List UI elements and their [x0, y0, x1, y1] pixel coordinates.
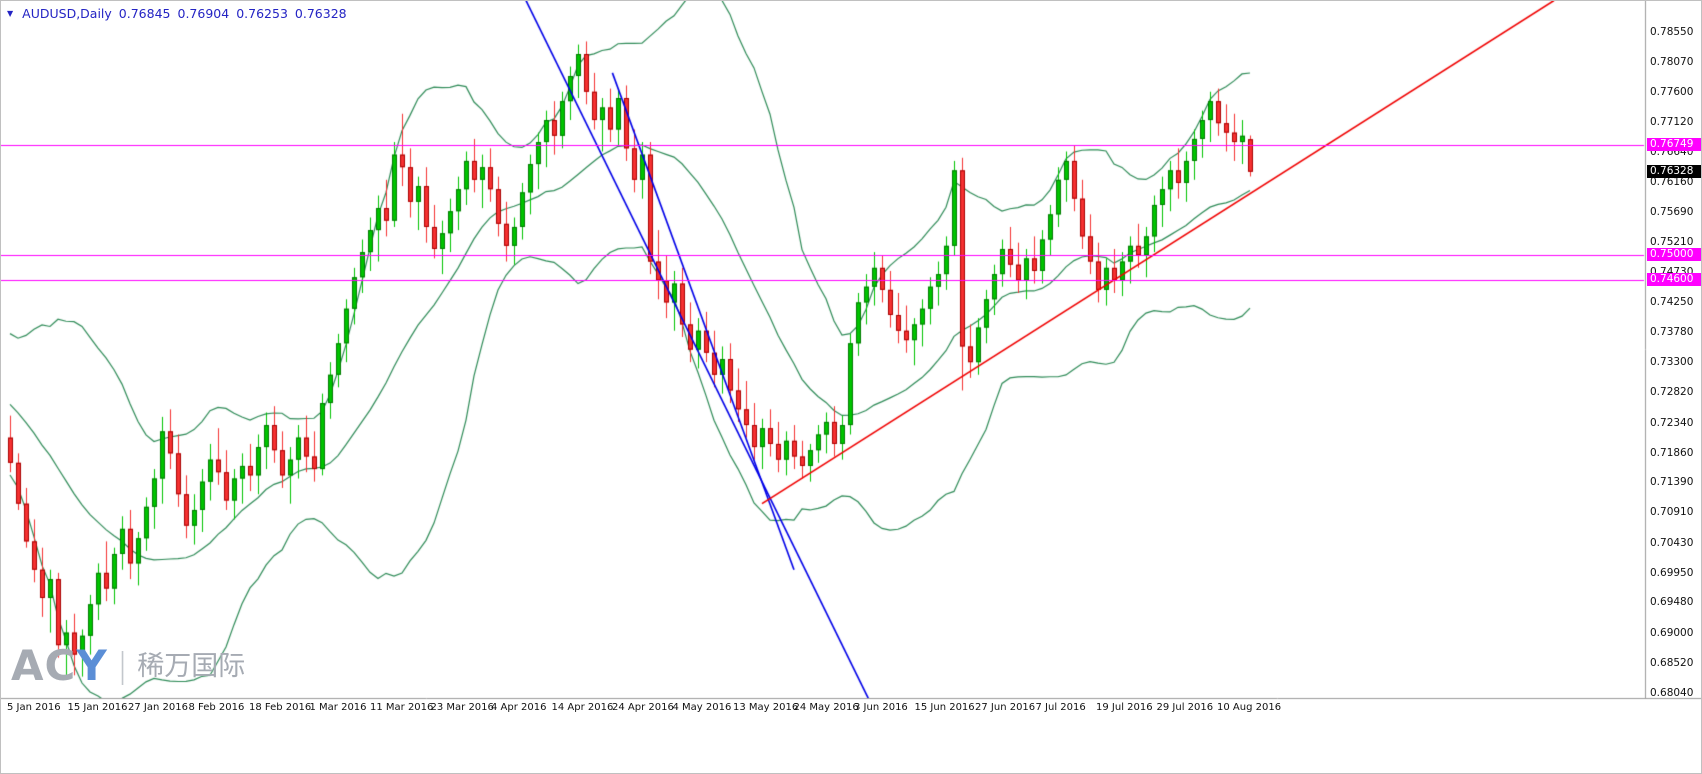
price-level-badge: 0.76749 [1647, 138, 1701, 152]
quote-close: 0.76328 [294, 6, 347, 21]
watermark-separator: | [116, 646, 129, 686]
price-axis-label: 0.72820 [1650, 386, 1694, 399]
price-axis-label: 0.78070 [1650, 56, 1694, 69]
price-axis-label: 0.74250 [1650, 296, 1694, 309]
date-axis-label: 13 May 2016 [733, 702, 799, 713]
quote-high: 0.76904 [177, 6, 230, 21]
chart-header: ▼ AUDUSD,Daily 0.76845 0.76904 0.76253 0… [7, 6, 347, 21]
price-axis-label: 0.70910 [1650, 506, 1694, 519]
quote-open: 0.76845 [118, 6, 171, 21]
date-axis-label: 27 Jan 2016 [128, 702, 188, 713]
date-axis-label: 29 Jul 2016 [1156, 702, 1214, 713]
date-axis-label: 10 Aug 2016 [1217, 702, 1282, 713]
date-axis-label: 4 Apr 2016 [491, 702, 547, 713]
current-price-badge: 0.76328 [1647, 164, 1701, 178]
price-axis-label: 0.72340 [1650, 416, 1694, 429]
watermark-cn-text: 稀万国际 [137, 650, 246, 682]
broker-watermark: ACY | 稀万国际 [11, 645, 245, 687]
date-axis-label: 27 Jun 2016 [975, 702, 1036, 713]
symbol-dropdown-icon[interactable]: ▼ [7, 9, 14, 18]
price-level-badge: 0.75000 [1647, 248, 1701, 262]
date-axis-label: 24 May 2016 [793, 702, 859, 713]
price-axis-label: 0.77120 [1650, 115, 1694, 128]
date-axis-label: 11 Mar 2016 [370, 702, 434, 713]
price-axis-label: 0.73300 [1650, 356, 1694, 369]
time-axis[interactable]: 5 Jan 2016 15 Jan 2016 27 Jan 2016 8 Feb 20… [1, 701, 1701, 717]
price-axis-label: 0.68520 [1650, 656, 1694, 669]
date-axis-label: 23 Mar 2016 [430, 702, 494, 713]
price-axis-label: 0.76160 [1650, 176, 1694, 189]
price-axis-label: 0.69950 [1650, 566, 1694, 579]
price-axis-label: 0.69480 [1650, 596, 1694, 609]
date-axis-label: 15 Jan 2016 [67, 702, 128, 713]
date-axis-label: 1 Mar 2016 [309, 702, 367, 713]
date-axis-label: 15 Jun 2016 [914, 702, 975, 713]
price-axis-label: 0.78550 [1650, 26, 1694, 38]
price-axis-label: 0.69000 [1650, 626, 1694, 639]
price-axis-label: 0.75690 [1650, 205, 1694, 218]
date-axis-label: 7 Jul 2016 [1035, 702, 1086, 713]
price-axis-label: 0.77600 [1650, 85, 1694, 98]
symbol-timeframe-label: AUDUSD,Daily [22, 6, 112, 21]
price-axis-label: 0.73780 [1650, 325, 1694, 338]
date-axis-label: 5 Jan 2016 [7, 702, 61, 713]
price-axis-label: 0.68040 [1650, 686, 1694, 699]
price-axis[interactable]: 0.78550 0.78070 0.77600 0.77120 0.76640 0.761… [1646, 1, 1701, 699]
date-axis-label: 18 Feb 2016 [249, 702, 312, 713]
date-axis-label: 14 Apr 2016 [551, 702, 614, 713]
price-axis-label: 0.70430 [1650, 536, 1694, 549]
price-axis-label: 0.71390 [1650, 476, 1694, 489]
date-axis-label: 24 Apr 2016 [612, 702, 674, 713]
date-axis-label: 8 Feb 2016 [188, 702, 245, 713]
date-axis-label: 19 Jul 2016 [1096, 702, 1153, 713]
quote-low: 0.76253 [236, 6, 288, 21]
date-axis-label: 3 Jun 2016 [854, 702, 908, 713]
price-level-badge: 0.74600 [1647, 273, 1701, 287]
price-axis-label: 0.75210 [1650, 236, 1694, 249]
watermark-brand: ACY [11, 641, 108, 690]
price-axis-label: 0.71860 [1650, 446, 1694, 459]
date-axis-label: 4 May 2016 [672, 702, 732, 713]
